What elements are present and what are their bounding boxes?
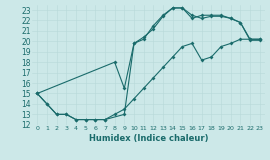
- X-axis label: Humidex (Indice chaleur): Humidex (Indice chaleur): [89, 134, 208, 143]
